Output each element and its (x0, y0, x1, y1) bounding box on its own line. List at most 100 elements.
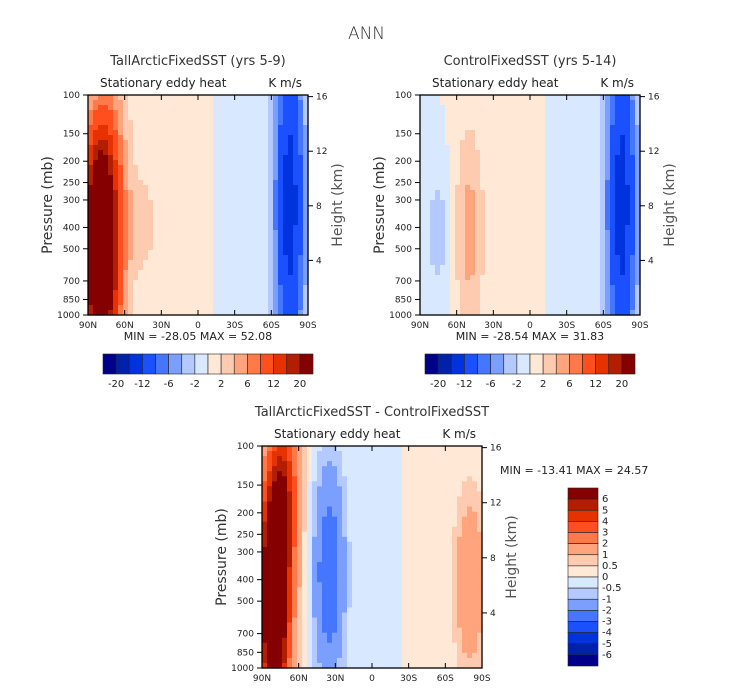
field-cell (153, 230, 159, 236)
field-cell (213, 305, 219, 311)
field-cell (198, 155, 204, 161)
field-cell (133, 280, 139, 286)
field-cell (138, 145, 144, 151)
field-cell (223, 275, 229, 281)
field-cell (138, 250, 144, 256)
field-cell (545, 205, 551, 211)
field-cell (317, 597, 323, 604)
field-cell (490, 175, 496, 181)
field-cell (253, 150, 259, 156)
field-cell (298, 240, 304, 246)
field-cell (342, 647, 348, 654)
field-cell (585, 310, 591, 316)
field-cell (565, 290, 571, 296)
field-cell (193, 95, 199, 101)
field-cell (445, 305, 451, 311)
field-cell (610, 110, 616, 116)
field-cell (322, 562, 328, 568)
field-cell (213, 310, 219, 316)
field-cell (143, 225, 149, 231)
field-cell (327, 501, 333, 508)
field-cell (545, 145, 551, 151)
field-cell (193, 130, 199, 136)
field-cell (440, 110, 446, 116)
field-cell (128, 280, 134, 286)
field-cell (495, 235, 501, 241)
field-cell (585, 285, 591, 291)
field-cell (262, 551, 268, 558)
field-cell (322, 536, 328, 543)
field-cell (168, 215, 174, 221)
field-cell (208, 265, 214, 271)
field-cell (258, 140, 264, 146)
field-cell (500, 270, 506, 276)
field-cell (560, 175, 566, 181)
field-cell (267, 526, 273, 533)
field-cell (183, 310, 189, 316)
field-cell (630, 275, 636, 281)
field-cell (158, 270, 164, 276)
field-cell (103, 295, 109, 301)
field-cell (267, 607, 273, 614)
field-cell (312, 491, 318, 498)
field-cell (168, 300, 174, 306)
field-cell (143, 100, 149, 106)
field-cell (560, 295, 566, 301)
field-cell (148, 235, 154, 241)
field-cell (297, 531, 303, 538)
field-cell (535, 115, 541, 121)
field-cell (480, 190, 486, 196)
field-cell (292, 486, 298, 493)
field-cell (440, 195, 446, 201)
field-cell (317, 637, 323, 644)
field-cell (357, 607, 363, 614)
field-cell (158, 160, 164, 166)
field-cell (580, 205, 586, 211)
field-cell (258, 195, 264, 201)
field-cell (625, 140, 631, 146)
field-cell (337, 657, 343, 664)
field-cell (342, 541, 348, 548)
field-cell (635, 100, 641, 106)
field-cell (188, 115, 194, 121)
field-cell (238, 195, 244, 201)
field-cell (297, 491, 303, 498)
field-cell (352, 637, 358, 644)
field-cell (193, 285, 199, 291)
field-cell (485, 230, 491, 236)
field-cell (113, 235, 119, 241)
field-cell (495, 105, 501, 111)
field-cell (560, 210, 566, 216)
field-cell (163, 205, 169, 211)
field-cell (98, 290, 104, 296)
field-cell (352, 486, 358, 493)
field-cell (158, 225, 164, 231)
field-cell (292, 617, 298, 624)
field-cell (133, 180, 139, 186)
field-cell (540, 205, 546, 211)
field-cell (128, 180, 134, 186)
field-cell (420, 235, 426, 241)
field-cell (505, 260, 511, 266)
field-cell (460, 260, 466, 266)
field-cell (347, 501, 353, 508)
field-cell (560, 110, 566, 116)
field-cell (600, 190, 606, 196)
field-cell (435, 190, 441, 196)
field-cell (228, 150, 234, 156)
field-cell (625, 235, 631, 241)
field-cell (263, 180, 269, 186)
field-cell (520, 105, 526, 111)
field-cell (208, 310, 214, 316)
field-cell (362, 451, 368, 457)
field-cell (327, 521, 333, 528)
field-cell (352, 536, 358, 543)
field-cell (630, 135, 636, 141)
field-cell (138, 235, 144, 241)
field-cell (168, 110, 174, 116)
field-cell (445, 175, 451, 181)
field-cell (635, 120, 641, 126)
field-cell (585, 165, 591, 171)
field-cell (575, 170, 581, 176)
field-cell (332, 617, 338, 624)
